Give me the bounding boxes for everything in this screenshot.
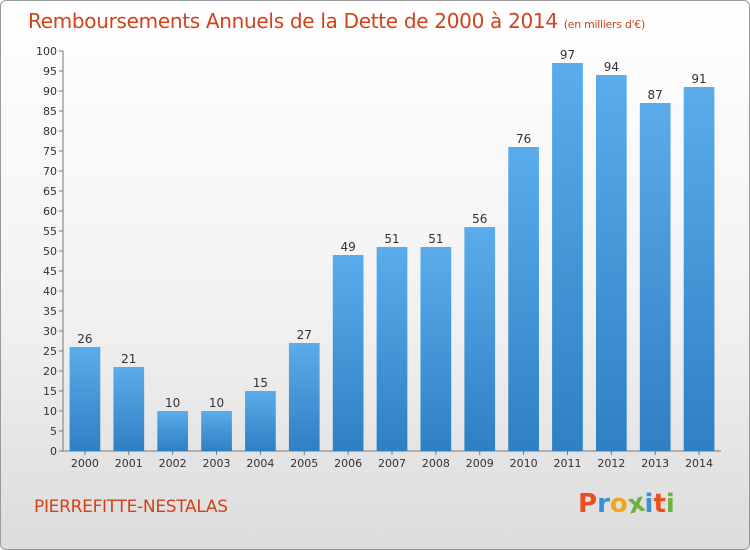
y-tick-label: 35 [43, 305, 57, 318]
y-tick-label: 70 [43, 165, 57, 178]
data-label: 94 [604, 60, 619, 74]
x-tick-label: 2006 [334, 457, 362, 470]
town-name: PIERREFITTE-NESTALAS [34, 497, 228, 517]
x-tick-label: 2013 [641, 457, 669, 470]
x-tick-label: 2011 [553, 457, 581, 470]
x-tick-label: 2004 [246, 457, 274, 470]
x-tick-label: 2002 [159, 457, 187, 470]
data-label: 10 [209, 396, 224, 410]
logo-letter: o [609, 489, 628, 519]
y-tick-label: 100 [36, 45, 57, 58]
y-tick-label: 65 [43, 185, 57, 198]
y-tick-label: 80 [43, 125, 57, 138]
x-tick-label: 2012 [597, 457, 625, 470]
data-label: 51 [384, 232, 399, 246]
data-label: 51 [428, 232, 443, 246]
y-tick-label: 85 [43, 105, 57, 118]
y-tick-label: 75 [43, 145, 57, 158]
data-label: 21 [121, 352, 136, 366]
logo-letter: r [597, 489, 610, 519]
chart-unit: (en milliers d'€) [563, 18, 645, 31]
y-tick-label: 55 [43, 225, 57, 238]
logo-letter: i [644, 489, 654, 519]
bar [595, 75, 627, 451]
bar [464, 227, 496, 451]
data-label: 56 [472, 212, 487, 226]
bar [157, 411, 189, 451]
x-tick-label: 2007 [378, 457, 406, 470]
y-tick-label: 60 [43, 205, 57, 218]
bar [508, 147, 539, 451]
bar [113, 367, 145, 451]
bar [201, 411, 232, 451]
x-tick-label: 2014 [685, 457, 713, 470]
bar [552, 63, 583, 451]
data-label: 76 [516, 132, 531, 146]
y-tick-label: 45 [43, 265, 57, 278]
x-tick-label: 2003 [203, 457, 231, 470]
bar [245, 391, 276, 451]
x-tick-label: 2009 [466, 457, 494, 470]
bar [69, 347, 101, 451]
y-tick-label: 20 [43, 365, 57, 378]
bar [288, 343, 320, 451]
bar [639, 103, 671, 451]
x-tick-label: 2000 [71, 457, 99, 470]
data-label: 26 [77, 332, 92, 346]
bar [683, 87, 715, 451]
data-label: 49 [340, 240, 355, 254]
y-tick-label: 95 [43, 65, 57, 78]
y-tick-label: 15 [43, 385, 57, 398]
bar [332, 255, 364, 451]
x-tick-label: 2008 [422, 457, 450, 470]
x-tick-label: 2001 [115, 457, 143, 470]
y-tick-label: 50 [43, 245, 57, 258]
y-tick-label: 90 [43, 85, 57, 98]
data-label: 15 [253, 376, 268, 390]
y-tick-label: 10 [43, 405, 57, 418]
y-tick-label: 0 [50, 445, 57, 458]
x-tick-label: 2010 [510, 457, 538, 470]
y-tick-label: 5 [50, 425, 57, 438]
data-label: 10 [165, 396, 180, 410]
data-label: 27 [297, 328, 312, 342]
y-tick-label: 40 [43, 285, 57, 298]
bar [376, 247, 408, 451]
proxiti-logo: Proxiti [578, 488, 675, 521]
y-tick-label: 25 [43, 345, 57, 358]
bar [420, 247, 452, 451]
logo-letter: P [578, 489, 598, 519]
logo-letter: t [653, 489, 666, 519]
data-label: 91 [691, 72, 706, 86]
data-label: 97 [560, 48, 575, 62]
y-tick-label: 30 [43, 325, 57, 338]
logo-letter: i [665, 489, 675, 519]
data-label: 87 [648, 88, 663, 102]
chart-title: Remboursements Annuels de la Dette de 20… [28, 9, 645, 33]
chart-title-text: Remboursements Annuels de la Dette de 20… [28, 9, 558, 33]
x-tick-label: 2005 [290, 457, 318, 470]
